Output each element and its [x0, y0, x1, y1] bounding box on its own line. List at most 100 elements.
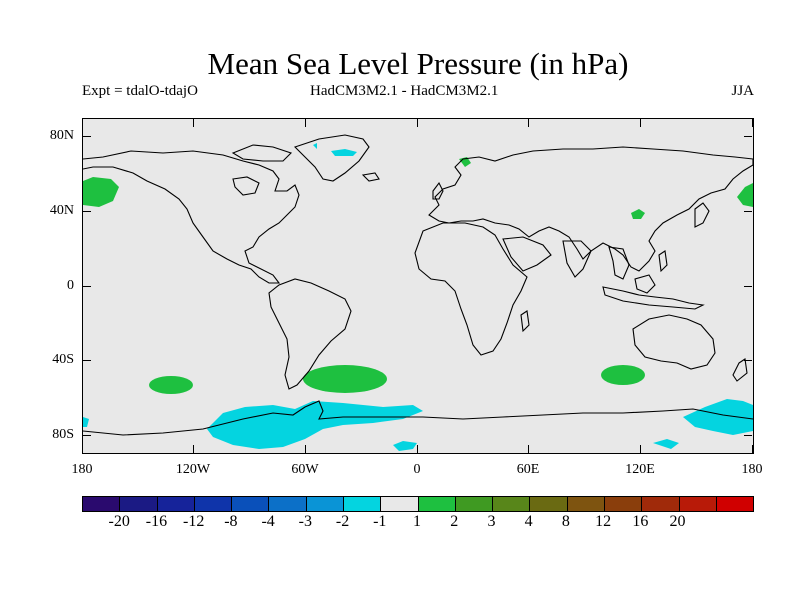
lat-tick: [83, 435, 91, 436]
lon-tick: [417, 119, 418, 127]
lat-label: 0: [67, 278, 74, 293]
colorbar: [82, 496, 754, 512]
coast-indonesia: [602, 286, 705, 310]
coast-new-zealand: [732, 358, 748, 382]
negative-region-antarctic-dots: [83, 417, 679, 451]
lat-label: 40S: [52, 352, 74, 367]
lat-label: 80N: [49, 128, 74, 143]
negative-region-antarctic-east: [683, 399, 753, 435]
lon-label: 120E: [625, 462, 655, 477]
lon-tick: [417, 445, 418, 453]
colorbar-label: -2: [335, 513, 350, 530]
positive-region-south-atlantic: [303, 365, 387, 393]
colorbar-label: -4: [261, 513, 275, 530]
coast-madagascar: [520, 310, 530, 333]
lon-tick: [752, 445, 753, 453]
coast-arabia: [502, 236, 552, 272]
lat-tick: [83, 360, 91, 361]
colorbar-label: 1: [413, 513, 421, 530]
lat-tick: [744, 286, 752, 287]
colorbar-swatch: [194, 497, 233, 511]
lon-tick: [752, 119, 753, 127]
coast-uk: [432, 181, 444, 200]
lon-tick: [82, 119, 83, 127]
lon-label: 60W: [291, 462, 319, 477]
lat-tick: [83, 136, 91, 137]
negative-region-greenland: [331, 149, 357, 156]
coast-africa: [414, 222, 528, 356]
coast-eurasia: [428, 146, 753, 272]
lat-tick: [83, 211, 91, 212]
lon-tick: [193, 119, 194, 127]
lat-tick: [744, 435, 752, 436]
lat-tick: [744, 136, 752, 137]
colorbar-label: -1: [373, 513, 387, 530]
map-plot-area: [82, 118, 754, 454]
lon-label: 120W: [175, 462, 211, 477]
colorbar-swatch: [716, 497, 754, 511]
colorbar-swatch: [455, 497, 494, 511]
colorbar-swatch: [530, 497, 568, 511]
colorbar-label: 12: [595, 513, 612, 530]
colorbar-label: 4: [524, 513, 533, 530]
colorbar-label: -16: [145, 513, 168, 530]
lon-tick: [528, 445, 529, 453]
positive-region-china: [631, 209, 645, 219]
lon-tick: [640, 119, 641, 127]
coast-india: [562, 240, 592, 278]
coast-greenland: [293, 134, 370, 182]
colorbar-swatch: [567, 497, 605, 511]
season-label: JJA: [731, 83, 754, 99]
colorbar-label: -12: [182, 513, 205, 530]
colorbar-swatch: [381, 497, 419, 511]
lon-label: 180: [741, 462, 763, 477]
colorbar-label: 8: [561, 513, 570, 530]
colorbar-label: 16: [632, 513, 649, 530]
lon-label: 60E: [516, 462, 540, 477]
lat-tick: [744, 211, 752, 212]
lat-label: 40N: [49, 203, 74, 218]
lon-tick: [82, 445, 83, 453]
colorbar-label: -20: [108, 513, 130, 530]
coast-borneo: [634, 274, 656, 294]
colorbar-swatch: [604, 497, 643, 511]
coast-hudson-bay: [232, 176, 260, 196]
colorbar-swatch: [679, 497, 717, 511]
coast-iceland: [361, 172, 380, 182]
world-map: [83, 134, 753, 451]
colorbar-label: 2: [450, 513, 459, 530]
lon-tick: [193, 445, 194, 453]
lon-tick: [305, 445, 306, 453]
colorbar-swatch: [418, 497, 456, 511]
lat-tick: [83, 286, 91, 287]
negative-region-antarctic: [207, 401, 423, 449]
colorbar-swatch: [120, 497, 158, 511]
positive-region-south-indian: [601, 365, 645, 385]
colorbar-swatch: [493, 497, 531, 511]
lon-tick: [305, 119, 306, 127]
chart-title: Mean Sea Level Pressure (in hPa): [207, 46, 629, 81]
negative-region-greenland-small: [313, 143, 317, 149]
coastlines: [83, 134, 753, 436]
positive-region-south-pacific: [149, 376, 193, 394]
colorbar-swatch: [343, 497, 382, 511]
lon-label: 0: [413, 462, 421, 477]
lon-tick: [640, 445, 641, 453]
lat-tick: [744, 360, 752, 361]
coast-indochina: [608, 246, 630, 280]
coast-south-america: [268, 278, 352, 390]
coast-japan: [694, 202, 710, 228]
coast-canadian-archipelago: [231, 144, 293, 162]
anomaly-fills: [83, 143, 753, 451]
lon-tick: [528, 119, 529, 127]
coast-philippines: [658, 250, 668, 273]
coast-north-america: [83, 150, 300, 284]
coast-antarctica: [83, 400, 753, 436]
colorbar-swatch: [306, 497, 344, 511]
colorbar-swatch: [642, 497, 680, 511]
colorbar-label: -8: [224, 513, 238, 530]
model-label: HadCM3M2.1 - HadCM3M2.1: [310, 83, 499, 99]
positive-region-north-atlantic-west: [83, 177, 119, 207]
colorbar-swatch: [269, 497, 307, 511]
colorbar-label: 20: [669, 513, 686, 530]
